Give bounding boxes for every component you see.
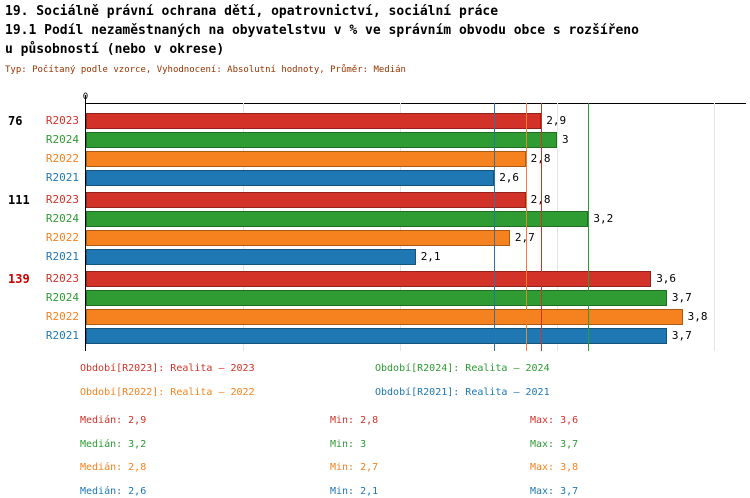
- plot-area: 2,9 3 2,8 2,6 2,8 3,2 2,7 2,1 3,6 3,7 3,8 3,7: [86, 103, 746, 351]
- stat-min: Min: 2,1: [330, 486, 379, 497]
- bar-value-label: 3,7: [671, 329, 692, 342]
- stat-median: Medián: 3,2: [80, 439, 147, 450]
- series-row-label: R2022: [45, 310, 79, 323]
- x-axis-line: [85, 103, 746, 104]
- report-title-line1: 19. Sociálně právní ochrana dětí, opatro…: [5, 4, 499, 19]
- y-axis-line: [85, 103, 86, 351]
- series-row-label: R2023: [45, 272, 79, 285]
- series-row-label: R2024: [45, 291, 79, 304]
- bar-value-label: 2,8: [531, 192, 551, 208]
- bar-value-label: 3,6: [656, 272, 677, 285]
- report-meta: Typ: Počítaný podle vzorce, Vyhodnocení:…: [5, 65, 406, 75]
- stat-min: Min: 3: [330, 439, 367, 450]
- gridline: [243, 103, 244, 351]
- bar-R2021: [86, 249, 416, 265]
- gridline: [714, 103, 715, 351]
- bar-R2022: [86, 230, 510, 246]
- group-label: 76: [8, 114, 23, 128]
- bar-value-label: 3: [562, 133, 569, 146]
- median-line-R2022: [525, 103, 527, 351]
- series-row-label: R2024: [45, 133, 79, 146]
- series-row-label: R2021: [45, 171, 79, 184]
- bar-R2021: [86, 328, 667, 344]
- report-title-line2: 19.1 Podíl nezaměstnaných na obyvatelstv…: [5, 23, 639, 38]
- series-row-label: R2024: [45, 212, 79, 225]
- stat-median: Medián: 2,6: [80, 486, 147, 497]
- series-row-label: R2022: [45, 152, 79, 165]
- bar-R2023: [86, 113, 542, 129]
- legend-item: Období[R2024]: Realita – 2024: [375, 363, 550, 374]
- bar-value-label: 2,7: [515, 230, 535, 246]
- bar-value-label: 2,9: [546, 114, 567, 127]
- series-row-label: R2021: [45, 250, 79, 263]
- group-label: 111: [8, 193, 30, 207]
- report-title-line3: u působností (nebo v okrese): [5, 42, 225, 57]
- legend-item: Období[R2022]: Realita – 2022: [80, 387, 255, 398]
- bar-value-label: 3,2: [593, 212, 614, 225]
- stat-median: Medián: 2,8: [80, 462, 147, 473]
- gridline: [557, 103, 558, 351]
- bar-R2024: [86, 211, 589, 227]
- bar-R2022: [86, 309, 683, 325]
- bar-value-label: 3,8: [687, 310, 708, 323]
- median-line-R2024: [588, 103, 590, 351]
- bar-value-label: 2,1: [420, 250, 441, 263]
- stat-max: Max: 3,7: [530, 486, 579, 497]
- stat-max: Max: 3,7: [530, 439, 579, 450]
- median-line-R2021: [494, 103, 496, 351]
- legend-item: Období[R2021]: Realita – 2021: [375, 387, 550, 398]
- bar-R2023: [86, 271, 652, 287]
- stat-max: Max: 3,6: [530, 415, 579, 426]
- stat-min: Min: 2,8: [330, 415, 379, 426]
- series-row-label: R2023: [45, 193, 79, 206]
- bar-R2024: [86, 290, 667, 306]
- bar-R2024: [86, 132, 557, 148]
- bar-R2023: [86, 192, 526, 208]
- median-line-R2023: [541, 103, 543, 351]
- stat-median: Medián: 2,9: [80, 415, 147, 426]
- series-row-label: R2022: [45, 231, 79, 244]
- bar-value-label: 2,6: [499, 171, 520, 184]
- bar-R2022: [86, 151, 526, 167]
- legend-item: Období[R2023]: Realita – 2023: [80, 363, 255, 374]
- axis-zero-tick: [85, 95, 86, 103]
- group-label: 139: [8, 272, 30, 286]
- series-row-label: R2023: [45, 114, 79, 127]
- bar-value-label: 3,7: [671, 291, 692, 304]
- bar-value-label: 2,8: [531, 151, 551, 167]
- stat-max: Max: 3,8: [530, 462, 579, 473]
- gridline: [400, 103, 401, 351]
- bar-R2021: [86, 170, 495, 186]
- series-row-label: R2021: [45, 329, 79, 342]
- stat-min: Min: 2,7: [330, 462, 379, 473]
- bar-chart: 0 2,932,82,62,83,22,72,13,63,73,83,7 76R…: [0, 92, 750, 357]
